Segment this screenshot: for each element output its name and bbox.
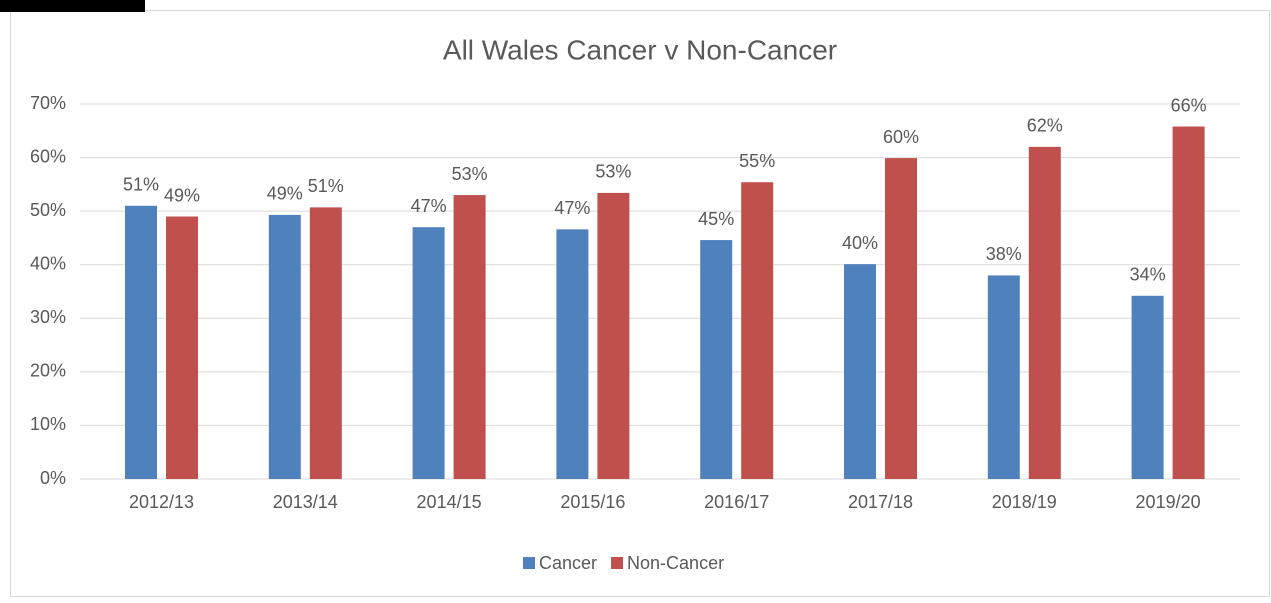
black-bar: [0, 0, 145, 12]
x-tick-label: 2018/19: [992, 492, 1057, 512]
data-label: 53%: [452, 164, 488, 184]
y-tick-label: 0%: [40, 468, 66, 488]
bar: [1028, 146, 1061, 479]
data-label: 53%: [595, 162, 631, 182]
data-label: 47%: [411, 196, 447, 216]
bar: [309, 207, 342, 479]
data-label: 51%: [123, 175, 159, 195]
x-tick-label: 2019/20: [1136, 492, 1201, 512]
bar: [1131, 295, 1164, 479]
data-label: 51%: [308, 176, 344, 196]
x-tick-label: 2012/13: [129, 492, 194, 512]
x-tick-label: 2013/14: [273, 492, 338, 512]
legend-label: Cancer: [539, 553, 597, 573]
data-label: 40%: [842, 233, 878, 253]
data-label: 60%: [883, 127, 919, 147]
data-label: 45%: [698, 209, 734, 229]
bar: [597, 192, 630, 479]
bar: [741, 182, 774, 479]
x-tick-label: 2016/17: [704, 492, 769, 512]
bar: [268, 214, 301, 479]
x-tick-label: 2015/16: [560, 492, 625, 512]
bar: [987, 275, 1020, 479]
data-label: 62%: [1027, 116, 1063, 136]
y-tick-label: 50%: [30, 200, 66, 220]
data-label: 49%: [267, 184, 303, 204]
x-tick-label: 2017/18: [848, 492, 913, 512]
y-tick-label: 70%: [30, 93, 66, 113]
data-label: 55%: [739, 151, 775, 171]
data-label: 34%: [1130, 265, 1166, 285]
data-label: 66%: [1171, 95, 1207, 115]
x-tick-label: 2014/15: [417, 492, 482, 512]
bar: [125, 205, 157, 480]
bar: [556, 229, 589, 479]
bar: [700, 240, 733, 479]
legend-swatch: [611, 557, 624, 569]
legend-label: Non-Cancer: [627, 553, 724, 573]
data-label: 38%: [986, 244, 1022, 264]
bar: [412, 227, 445, 479]
bar: [885, 158, 917, 479]
bar: [166, 216, 198, 479]
data-label: 49%: [164, 185, 200, 205]
y-tick-label: 60%: [30, 146, 66, 166]
y-tick-label: 10%: [30, 414, 66, 434]
chart-title: All Wales Cancer v Non-Cancer: [443, 34, 837, 65]
chart-border: [10, 10, 1270, 597]
data-label: 47%: [554, 198, 590, 218]
bar: [1172, 126, 1205, 479]
legend-swatch: [523, 557, 535, 569]
y-tick-label: 20%: [30, 361, 66, 381]
bar: [453, 195, 486, 480]
y-tick-label: 40%: [30, 253, 66, 273]
y-tick-label: 30%: [30, 307, 66, 327]
bar: [844, 264, 876, 479]
